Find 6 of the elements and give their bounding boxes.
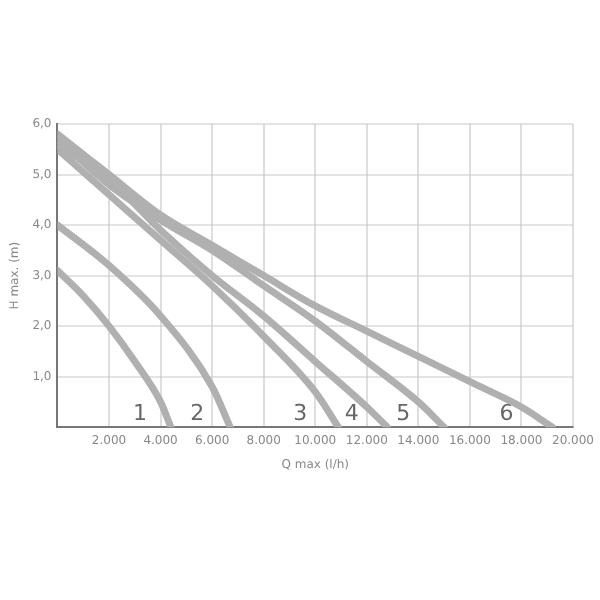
series-label: 1 xyxy=(132,399,147,426)
series-label: 5 xyxy=(396,399,411,426)
series-label: 3 xyxy=(293,399,308,426)
series-label: 4 xyxy=(344,399,359,426)
series-label: 6 xyxy=(499,399,514,426)
series-label: 2 xyxy=(190,399,205,426)
